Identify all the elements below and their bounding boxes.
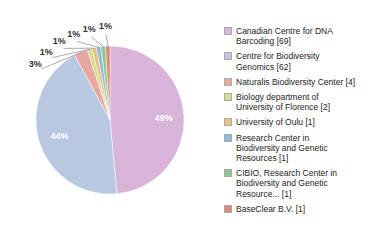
html-text:Research Center in Biodiversit: Research Center in Biodiversity and Gene… (236, 132, 328, 163)
svg-text:1%: 1% (99, 21, 112, 31)
svg-text:1%: 1% (40, 47, 53, 57)
html-text:Canadian Centre for DNA Barcod: Canadian Centre for DNA Barcoding [69] (236, 26, 333, 47)
svg-text:3%: 3% (29, 59, 42, 69)
html-text:BaseClear B.V. [1]: BaseClear B.V. [1] (236, 203, 306, 214)
html-text:Centre for Biodiversity Genomi: Centre for Biodiversity Genomics [62] (236, 51, 320, 72)
html-text:University of Oulu [1]: University of Oulu [1] (236, 117, 315, 128)
html-text:CIBIO, Research Center in Biod: CIBIO, Research Center in Biodiversity a… (236, 168, 338, 199)
svg-text:1%: 1% (67, 29, 80, 39)
svg-text:1%: 1% (83, 24, 96, 34)
svg-text:1%: 1% (53, 36, 66, 46)
html-text:Biology department of Universi: Biology department of University of Flor… (236, 92, 330, 113)
svg-text:49%: 49% (155, 113, 173, 123)
svg-text:44%: 44% (50, 131, 68, 141)
html-text:Naturalis Biodiversity Center: Naturalis Biodiversity Center [4] (236, 76, 355, 87)
